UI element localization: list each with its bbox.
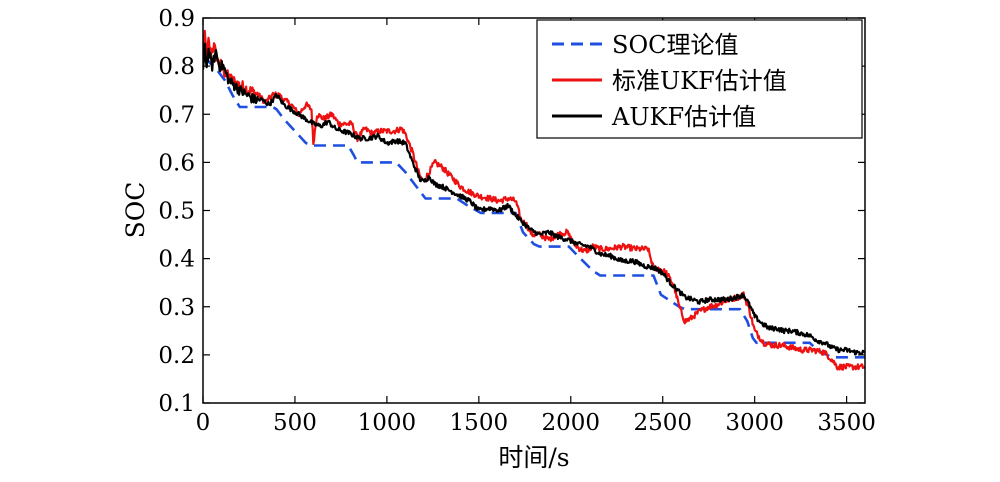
- y-axis-title: SOC: [121, 182, 150, 239]
- y-tick-label: 0.9: [158, 6, 195, 32]
- legend: SOC理论值 标准UKF估计值 AUKF估计值: [536, 19, 863, 139]
- y-tick-label: 0.6: [158, 150, 195, 176]
- x-tick-label: 3000: [725, 410, 784, 436]
- x-tick-label: 2500: [633, 410, 692, 436]
- x-tick-label: 3500: [817, 410, 876, 436]
- x-tick-label: 0: [196, 410, 211, 436]
- series-line-aukf: [203, 42, 865, 356]
- y-tick-label: 0.5: [158, 199, 195, 225]
- y-tick-label: 0.2: [158, 343, 195, 369]
- series-layer: [203, 29, 865, 371]
- legend-label-theory: SOC理论值: [612, 31, 738, 59]
- legend-label-aukf: AUKF估计值: [611, 103, 756, 131]
- x-tick-label: 2000: [542, 410, 601, 436]
- x-axis-title: 时间/s: [498, 443, 569, 472]
- series-line-theory: [203, 60, 865, 359]
- x-tick-label: 1500: [450, 410, 509, 436]
- y-tick-label: 0.4: [158, 247, 195, 273]
- y-tick-label: 0.1: [158, 391, 195, 417]
- tick-layer: 0 500 1000 1500 2000 2500 3000 3500 0.1 0.2 0.3 0.4…: [158, 6, 875, 436]
- y-tick-label: 0.3: [158, 295, 195, 321]
- x-tick-label: 1000: [358, 410, 417, 436]
- y-tick-label: 0.7: [158, 102, 195, 128]
- y-tick-label: 0.8: [158, 54, 195, 80]
- x-tick-label: 500: [273, 410, 317, 436]
- legend-label-ukf: 标准UKF估计值: [612, 67, 787, 95]
